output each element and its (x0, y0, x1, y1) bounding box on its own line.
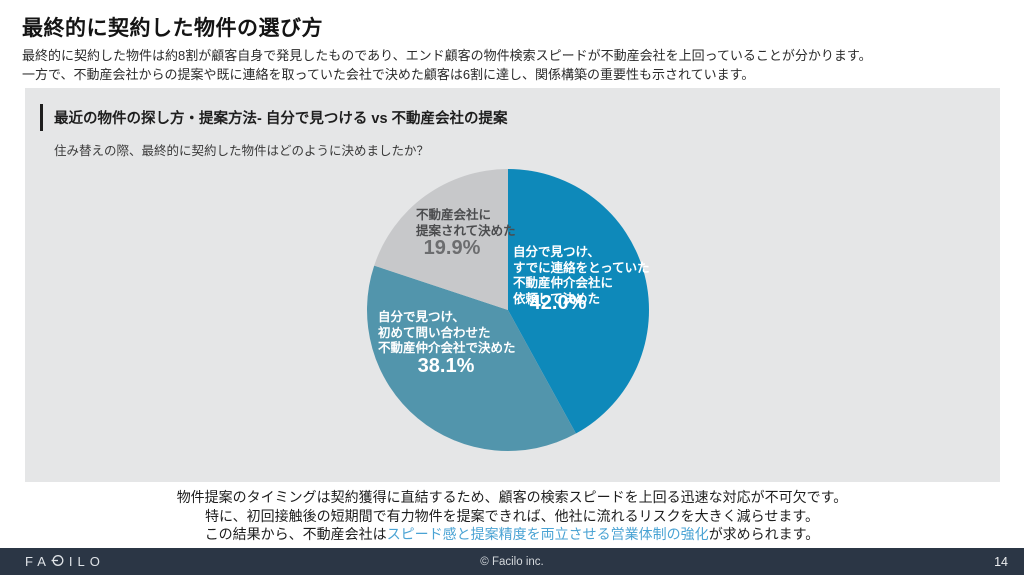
intro-text: 最終的に契約した物件は約8割が顧客自身で発見したものであり、エンド顧客の物件検索… (22, 46, 872, 84)
logo-letters-right: ILO (68, 554, 105, 569)
intro-line-1: 最終的に契約した物件は約8割が顧客自身で発見したものであり、エンド顧客の物件検索… (22, 48, 872, 63)
page-title: 最終的に契約した物件の選び方 (22, 17, 323, 40)
pie-slice-label-agent-proposed: 不動産会社に 提案されて決めた (416, 208, 516, 238)
header-accent-bar (40, 104, 43, 131)
conclusion-line-1: 物件提案のタイミングは契約獲得に直結するため、顧客の検索スピードを上回る迅速な対… (176, 489, 848, 505)
conclusion-line-3-suffix: が求められます。 (708, 526, 820, 542)
page-number: 14 (994, 554, 1008, 569)
pie-slice-value-agent-proposed: 19.9% (423, 237, 481, 259)
chart-title: 最近の物件の探し方・提案方法- 自分で見つける vs 不動産会社の提案 (54, 111, 508, 127)
pie-slice-0 (508, 169, 650, 434)
pie-chart (367, 169, 650, 452)
pie-slice-label-self-found-known-agent: 自分で見つけ、 すでに連絡をとっていた 不動産仲介会社に 依頼して決めた (513, 245, 650, 306)
pie-slice-1 (367, 265, 576, 452)
conclusion-highlight: スピード感と提案精度を両立させる営業体制の強化 (386, 526, 709, 542)
conclusion-line-3-prefix: この結果から、不動産会社は (204, 526, 387, 542)
conclusion-line-2: 特に、初回接触後の短期間で有力物件を提案できれば、他社に流れるリスクを大きく減ら… (205, 507, 819, 524)
pie-slice-value-self-found-new-agent: 38.1% (417, 355, 475, 377)
conclusion-line-3: この結果から、不動産会社はスピード感と提案精度を両立させる営業体制の強化が求めら… (0, 525, 1024, 544)
logo-letters-left: FA (25, 554, 51, 569)
conclusion-text: 物件提案のタイミングは契約獲得に直結するため、顧客の検索スピードを上回る迅速な対… (0, 488, 1024, 544)
pie-slice-value-self-found-known-agent: 42.0% (529, 292, 587, 314)
chart-panel: 最近の物件の探し方・提案方法- 自分で見つける vs 不動産会社の提案 住み替え… (25, 88, 1000, 482)
pie-slice-label-self-found-new-agent: 自分で見つけ、 初めて問い合わせた 不動産仲介会社で決めた (378, 310, 516, 355)
copyright-text: © Facilo inc. (480, 555, 544, 568)
intro-line-2: 一方で、不動産会社からの提案や既に連絡を取っていた会社で決めた顧客は6割に達し、… (22, 67, 755, 82)
chart-question: 住み替えの際、最終的に契約した物件はどのように決めましたか？ (54, 144, 430, 158)
footer-bar: FA ILO © Facilo inc. 14 (0, 548, 1024, 575)
facilo-c-icon (51, 554, 64, 570)
facilo-logo: FA ILO (25, 548, 105, 575)
pie-slice-2 (374, 169, 508, 310)
chart-panel-header: 最近の物件の探し方・提案方法- 自分で見つける vs 不動産会社の提案 (40, 104, 508, 131)
